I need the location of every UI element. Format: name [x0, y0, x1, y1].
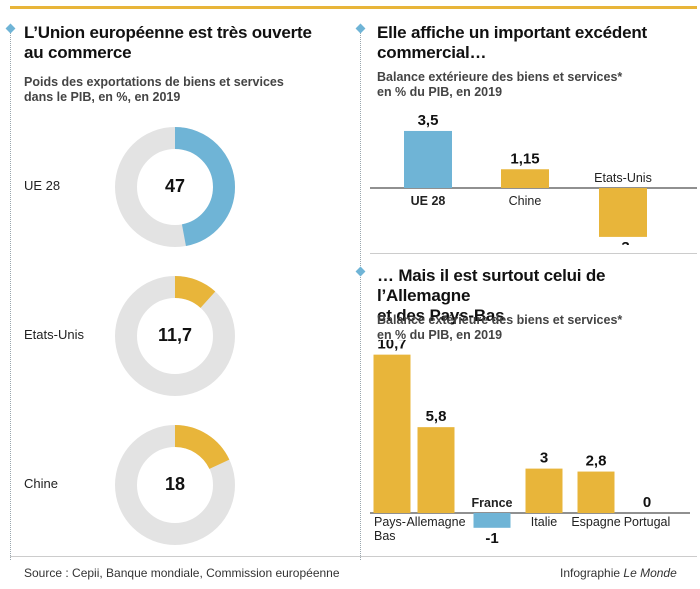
footer-credit-prefix: Infographie — [560, 566, 624, 580]
bar-etats-unis — [599, 188, 647, 237]
bar-espagne — [577, 471, 615, 513]
donut-slice-ue-28 — [115, 127, 235, 247]
donut-value-ue-28: 47 — [164, 176, 186, 196]
donut-label-etats-unis: Etats-Unis — [24, 327, 84, 342]
value-label-pays-bas: 10,7 — [377, 340, 406, 353]
donut-label-chine: Chine — [24, 476, 58, 491]
category-label-chine: Chine — [509, 194, 542, 208]
bar-italie — [525, 468, 563, 513]
footer-source: Source : Cepii, Banque mondiale, Commiss… — [24, 566, 340, 580]
panel1-title: L’Union européenne est très ouverte au c… — [24, 23, 312, 62]
panel2-subtitle: Balance extérieure des biens et services… — [377, 70, 623, 99]
category-label-france: France — [472, 496, 513, 510]
value-label-chine: 1,15 — [510, 150, 539, 167]
donut-slice-etats-unis — [115, 276, 235, 396]
bar-chine — [501, 169, 549, 188]
category-label-ue-28: UE 28 — [411, 194, 446, 208]
bar-chart-balance-countries: 10,7 Pays-Bas 5,8 Allemagne -1 France 3 Italie 2… — [370, 340, 690, 547]
bar-pays-bas — [373, 354, 411, 513]
bar-allemagne — [417, 427, 455, 513]
panel3-title: … Mais il est surtout celui de l’Allemag… — [377, 266, 606, 325]
top-accent-line — [10, 6, 697, 9]
panel2-bullet-icon — [355, 23, 366, 34]
donut-ue-28 — [115, 127, 235, 247]
value-label-etats-unis: -3 — [616, 239, 629, 245]
footer-credit: Infographie Le Monde — [560, 566, 677, 580]
panel3-subtitle: Balance extérieure des biens et services… — [377, 313, 623, 342]
panel1-subtitle: Poids des exportations de biens et servi… — [24, 75, 284, 104]
donut-slice-chine — [115, 425, 235, 545]
value-label-allemagne: 5,8 — [426, 408, 447, 425]
left-panel-divider — [10, 30, 11, 560]
category-label-italie: Italie — [531, 515, 557, 529]
right-panel-separator — [370, 253, 697, 254]
value-label-ue-28: 3,5 — [418, 112, 439, 129]
footer-separator — [10, 556, 697, 557]
value-label-portugal: 0 — [643, 494, 651, 511]
left-panel-bullet-icon — [5, 23, 16, 34]
panel2-title: Elle affiche un important excédent comme… — [377, 23, 647, 62]
bar-france — [473, 513, 511, 528]
panel3-bullet-icon — [355, 266, 366, 277]
category-label-etats-unis: Etats-Unis — [594, 171, 652, 185]
category-label-allemagne: Allemagne — [406, 515, 465, 529]
donut-chine — [115, 425, 235, 545]
bar-ue-28 — [404, 130, 452, 188]
footer-credit-brand: Le Monde — [623, 566, 677, 580]
donut-value-etats-unis: 11,7 — [157, 325, 193, 345]
donut-label-ue-28: UE 28 — [24, 178, 61, 193]
value-label-italie: 3 — [540, 450, 548, 467]
donut-value-chine: 18 — [164, 474, 186, 494]
category-label-pays-bas: Pays-Bas — [374, 515, 406, 543]
donut-etats-unis — [115, 276, 235, 396]
category-label-portugal: Portugal — [624, 515, 671, 529]
value-label-france: -1 — [485, 530, 498, 547]
bar-chart-balance-ue: 3,5 UE 28 1,15 Chine -3 Etats-Unis — [370, 112, 697, 245]
right-panel-divider — [360, 30, 361, 560]
category-label-espagne: Espagne — [571, 515, 620, 529]
value-label-espagne: 2,8 — [586, 453, 607, 470]
